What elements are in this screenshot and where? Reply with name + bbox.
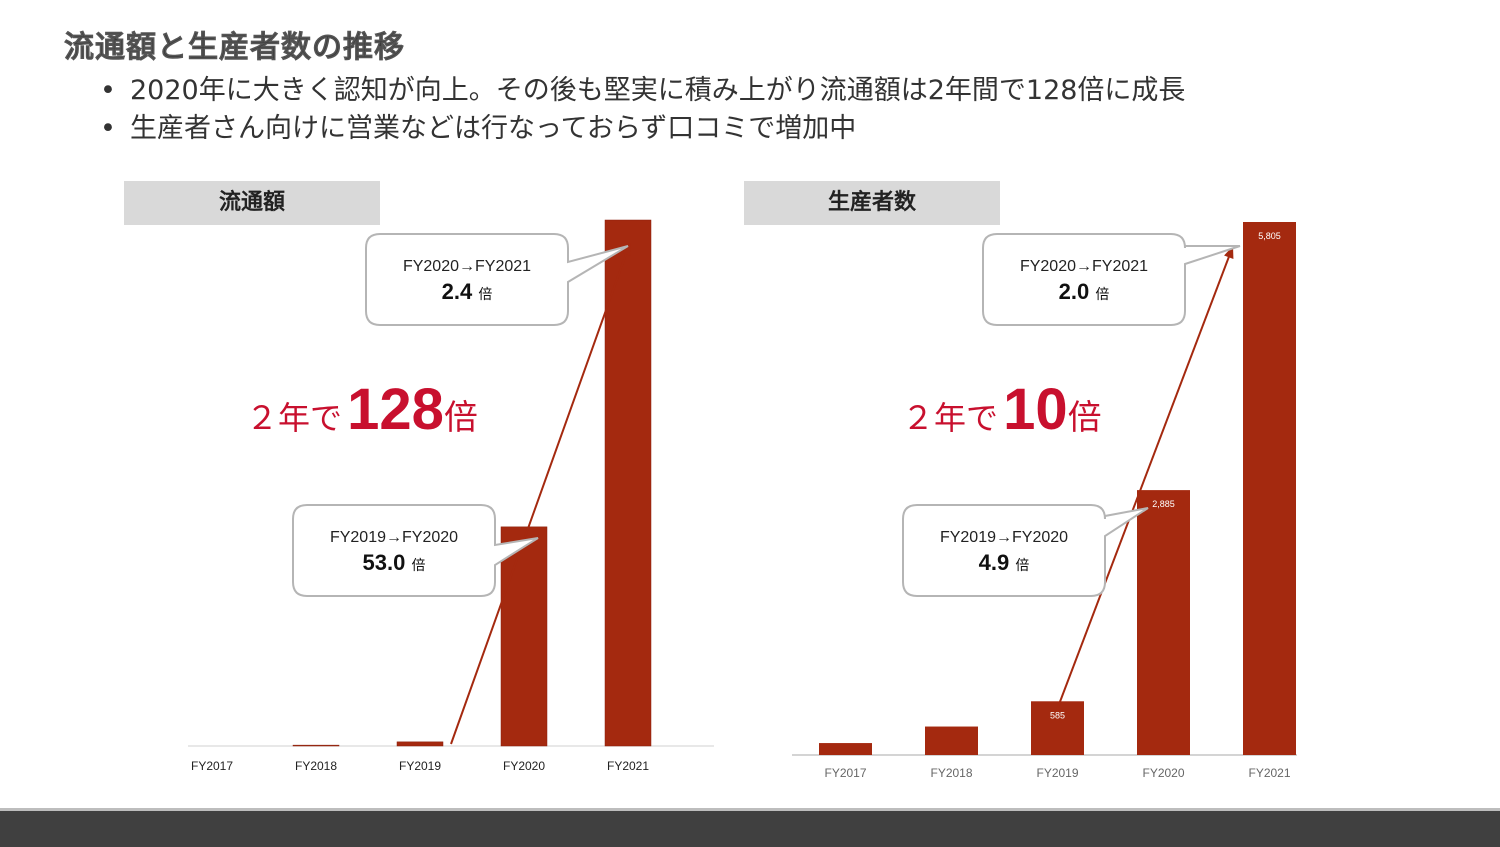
callout-sales-2021	[365, 233, 629, 326]
bullet-item: • 生産者さん向けに営業などは行なっておらず口コミで増加中	[100, 110, 1185, 148]
data-label: 5,805	[1258, 231, 1281, 241]
trend-arrow-producers	[1057, 245, 1234, 708]
bar-FY2019	[1031, 701, 1084, 755]
x-tick-label: FY2018	[930, 766, 972, 780]
callout-ratio: 2.0 倍	[1059, 279, 1110, 304]
data-label: 585	[1050, 710, 1065, 720]
bullet-dot: •	[100, 75, 116, 106]
bar-FY2018	[925, 726, 978, 755]
x-tick-label: FY2017	[191, 759, 233, 773]
trend-arrow-sales-head	[621, 243, 631, 256]
chart-header-sales: 流通額	[124, 181, 380, 225]
x-tick-label: FY2021	[1248, 766, 1290, 780]
x-tick-label: FY2020	[503, 759, 545, 773]
bar-FY2021	[604, 219, 652, 747]
callout-ratio: 4.9 倍	[979, 550, 1030, 575]
headline-number: 128	[347, 377, 444, 442]
bullet-text: 生産者さん向けに営業などは行なっておらず口コミで増加中	[130, 113, 857, 144]
bar-FY2018	[292, 744, 340, 747]
data-label: 2,885	[1152, 499, 1175, 509]
callout-period: FY2020→FY2021	[403, 258, 531, 275]
bar-FY2020	[500, 526, 548, 747]
callout-period: FY2019→FY2020	[330, 529, 458, 546]
headline-suffix: 倍	[443, 398, 478, 438]
bullet-list: • 2020年に大きく認知が向上。その後も堅実に積み上がり流通額は2年間で128倍…	[100, 72, 1185, 148]
headline-number: 10	[1003, 377, 1068, 442]
x-tick-label: FY2019	[1036, 766, 1078, 780]
bar-FY2021	[1243, 222, 1296, 755]
bar-FY2017	[819, 743, 872, 755]
bar-FY2019	[396, 741, 444, 747]
footer-bar	[0, 808, 1500, 847]
bullet-text: 2020年に大きく認知が向上。その後も堅実に積み上がり流通額は2年間で128倍に…	[130, 75, 1186, 106]
trend-arrow-sales	[450, 242, 631, 745]
x-tick-label: FY2021	[607, 759, 649, 773]
headline-prefix: ２年で	[902, 399, 999, 437]
callout-sales-2020	[292, 504, 539, 597]
x-tick-label: FY2018	[295, 759, 337, 773]
callout-producers-2020	[902, 504, 1149, 597]
x-tick-label: FY2020	[1142, 766, 1184, 780]
callout-ratio: 2.4 倍	[442, 279, 493, 304]
bullet-dot: •	[100, 113, 116, 144]
headline-producers: ２年で 10倍	[902, 376, 1102, 443]
x-tick-label: FY2017	[824, 766, 866, 780]
callout-producers-2021	[982, 233, 1241, 326]
callout-period: FY2020→FY2021	[1020, 258, 1148, 275]
bullet-item: • 2020年に大きく認知が向上。その後も堅実に積み上がり流通額は2年間で128倍…	[100, 72, 1185, 110]
x-tick-label: FY2019	[399, 759, 441, 773]
chart-header-producers: 生産者数	[744, 181, 1000, 225]
page-title: 流通額と生産者数の推移	[64, 30, 405, 66]
headline-prefix: ２年で	[246, 399, 343, 437]
headline-suffix: 倍	[1067, 398, 1102, 438]
headline-sales: ２年で 128倍	[246, 376, 478, 443]
bar-FY2020	[1137, 490, 1190, 755]
callout-ratio: 53.0 倍	[363, 550, 426, 575]
callout-period: FY2019→FY2020	[940, 529, 1068, 546]
